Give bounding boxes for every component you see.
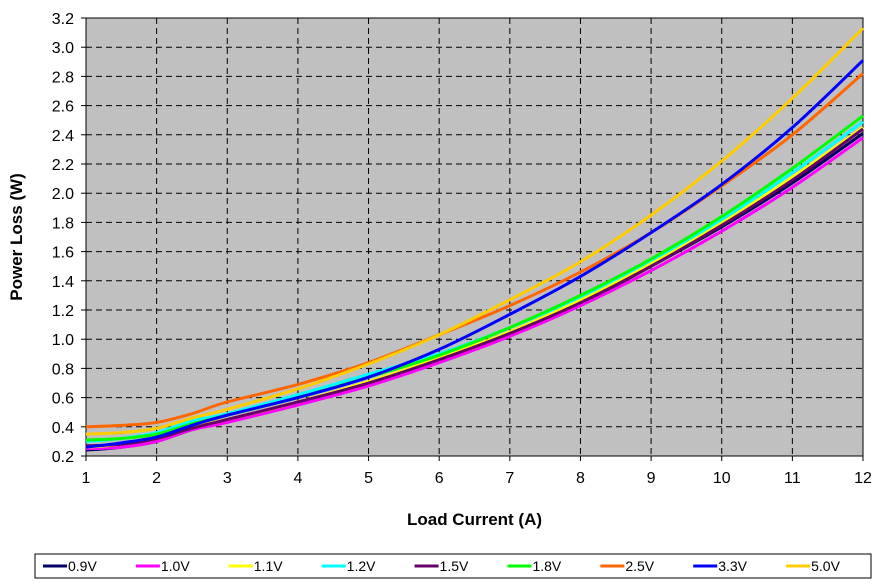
series-line-1.5V — [85, 127, 864, 448]
legend-label-2.5V: 2.5V — [625, 558, 654, 574]
legend-label-1.2V: 1.2V — [347, 558, 376, 574]
series-line-5.0V — [85, 27, 865, 436]
x-tick-label: 2 — [152, 470, 161, 487]
series-line-3.3V — [85, 59, 865, 449]
y-axis-ticks: 0.2 0.4 0.6 0.8 1.0 1.2 1.4 1.6 1.8 2.0 2.2 2.4 2.6 2… — [52, 11, 86, 466]
plot-border — [85, 17, 864, 457]
y-tick-label: 1.2 — [52, 303, 74, 320]
y-tick-label: 2.8 — [52, 69, 74, 86]
legend-items: 0.9V 1.0V 1.1V 1.2V 1.5V 1.8V 2.5V 3.3V 5.0V — [43, 558, 841, 574]
x-tick-label: 7 — [505, 470, 514, 487]
y-axis-title: Power Loss (W) — [7, 173, 26, 301]
legend — [34, 553, 872, 579]
legend-label-1.1V: 1.1V — [254, 558, 283, 574]
x-tick-label: 1 — [82, 470, 91, 487]
y-tick-label: 0.4 — [52, 420, 74, 437]
y-tick-label: 1.8 — [52, 215, 74, 232]
y-tick-label: 2.4 — [52, 128, 74, 145]
legend-label-5.0V: 5.0V — [811, 558, 840, 574]
y-tick-label: 0.8 — [52, 361, 74, 378]
legend-label-1.5V: 1.5V — [440, 558, 469, 574]
plot-area — [86, 18, 863, 456]
legend-label-0.9V: 0.9V — [68, 558, 97, 574]
legend-label-1.8V: 1.8V — [532, 558, 561, 574]
x-tick-label: 3 — [223, 470, 232, 487]
x-tick-label: 10 — [713, 470, 731, 487]
x-axis-ticks: 1 2 3 4 5 6 7 8 9 10 11 12 — [82, 456, 872, 487]
x-tick-label: 9 — [647, 470, 656, 487]
y-tick-label: 3.0 — [52, 40, 74, 57]
y-tick-label: 2.6 — [52, 99, 74, 116]
y-tick-label: 2.2 — [52, 157, 74, 174]
series-line-1.8V — [85, 114, 864, 442]
x-tick-label: 5 — [364, 470, 373, 487]
y-tick-label: 1.4 — [52, 274, 74, 291]
legend-label-1.0V: 1.0V — [161, 558, 190, 574]
y-tick-label: 1.0 — [52, 332, 74, 349]
x-tick-label: 8 — [576, 470, 585, 487]
series-line-1.2V — [85, 120, 864, 443]
x-tick-label: 11 — [784, 470, 801, 487]
y-tick-label: 2.0 — [52, 186, 74, 203]
legend-label-3.3V: 3.3V — [718, 558, 747, 574]
x-tick-label: 4 — [293, 470, 302, 487]
y-tick-label: 1.6 — [52, 245, 74, 262]
y-tick-label: 3.2 — [52, 11, 74, 28]
series-lines — [85, 27, 865, 452]
x-tick-label: 6 — [435, 470, 444, 487]
x-axis-title: Load Current (A) — [407, 510, 542, 529]
y-tick-label: 0.6 — [52, 391, 74, 408]
series-line-1.0V — [85, 136, 864, 451]
y-tick-label: 0.2 — [52, 449, 74, 466]
x-tick-label: 12 — [854, 470, 872, 487]
